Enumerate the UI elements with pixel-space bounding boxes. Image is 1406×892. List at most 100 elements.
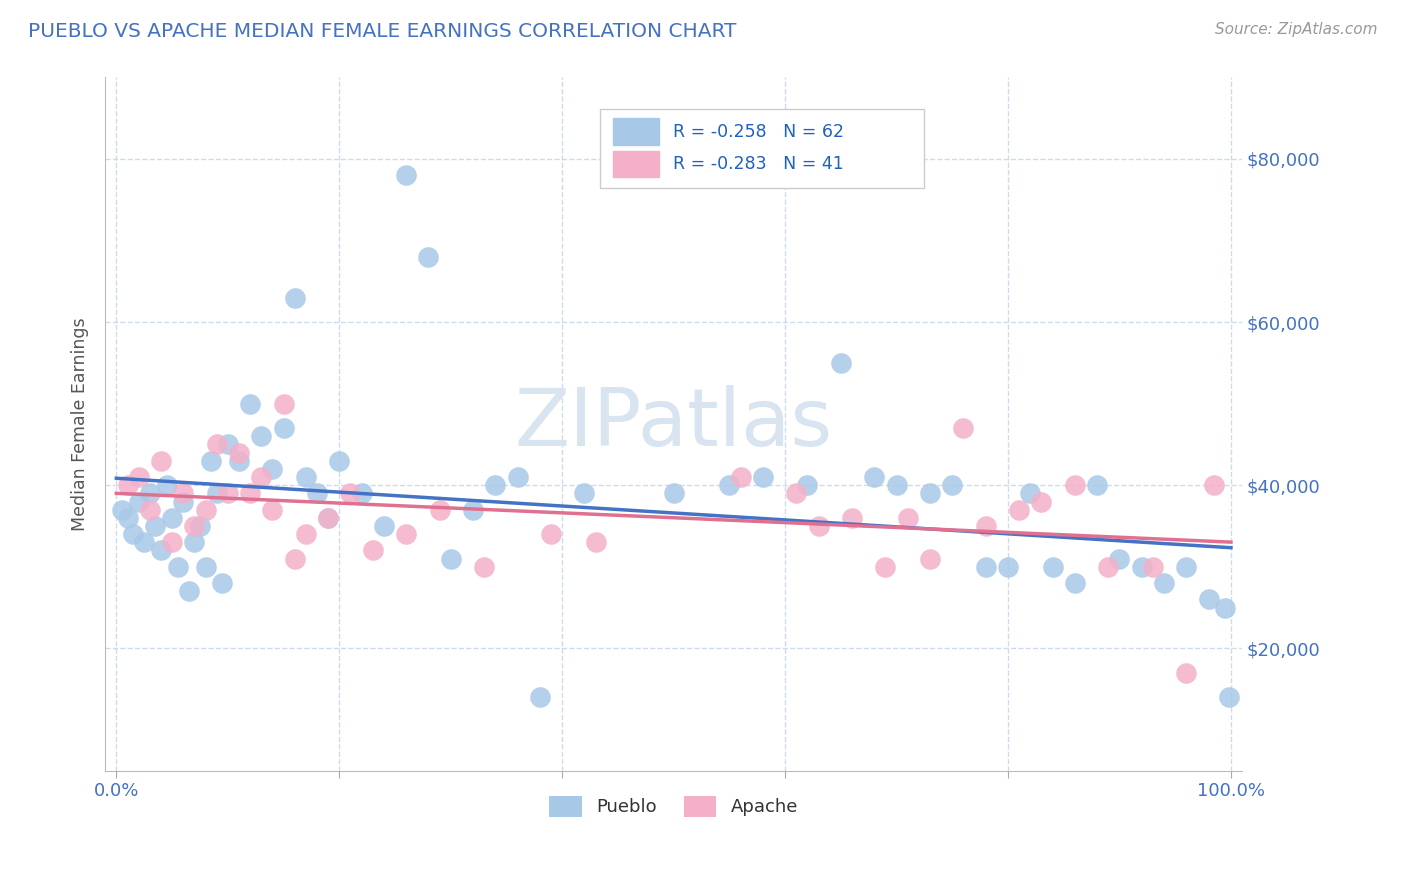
Point bbox=[1064, 576, 1087, 591]
Point bbox=[585, 535, 607, 549]
Point bbox=[1064, 478, 1087, 492]
Point bbox=[875, 559, 897, 574]
Point bbox=[194, 559, 217, 574]
Point bbox=[952, 421, 974, 435]
Point bbox=[172, 486, 194, 500]
Point bbox=[217, 437, 239, 451]
Point bbox=[239, 486, 262, 500]
Point bbox=[273, 397, 295, 411]
Point bbox=[160, 535, 183, 549]
Point bbox=[155, 478, 177, 492]
Point bbox=[1108, 551, 1130, 566]
Point bbox=[117, 478, 139, 492]
Point bbox=[662, 486, 685, 500]
Point bbox=[205, 486, 228, 500]
Point bbox=[128, 470, 150, 484]
Point bbox=[997, 559, 1019, 574]
Point bbox=[160, 511, 183, 525]
Point bbox=[316, 511, 339, 525]
Point bbox=[1198, 592, 1220, 607]
Point bbox=[1042, 559, 1064, 574]
Point bbox=[897, 511, 920, 525]
Point bbox=[1218, 690, 1240, 705]
Point bbox=[284, 551, 307, 566]
Point bbox=[429, 502, 451, 516]
Point bbox=[188, 519, 211, 533]
Point bbox=[863, 470, 886, 484]
Point bbox=[228, 445, 250, 459]
Point bbox=[177, 584, 200, 599]
Point bbox=[540, 527, 562, 541]
Point bbox=[1142, 559, 1164, 574]
Point bbox=[730, 470, 752, 484]
Point bbox=[166, 559, 188, 574]
Point bbox=[217, 486, 239, 500]
Point bbox=[395, 169, 418, 183]
Point bbox=[418, 250, 440, 264]
Point bbox=[139, 502, 162, 516]
Point bbox=[295, 527, 318, 541]
Point bbox=[506, 470, 529, 484]
Point bbox=[284, 291, 307, 305]
Bar bbox=[613, 151, 659, 178]
FancyBboxPatch shape bbox=[600, 109, 924, 188]
Text: ZIPatlas: ZIPatlas bbox=[515, 385, 832, 463]
Point bbox=[785, 486, 807, 500]
Point bbox=[1008, 502, 1031, 516]
Point bbox=[228, 454, 250, 468]
Point bbox=[305, 486, 328, 500]
Point bbox=[395, 527, 418, 541]
Text: Source: ZipAtlas.com: Source: ZipAtlas.com bbox=[1215, 22, 1378, 37]
Point bbox=[974, 519, 997, 533]
Point bbox=[918, 486, 941, 500]
Point bbox=[205, 437, 228, 451]
Point bbox=[830, 356, 852, 370]
Point bbox=[194, 502, 217, 516]
Point bbox=[461, 502, 484, 516]
Text: R = -0.258   N = 62: R = -0.258 N = 62 bbox=[672, 122, 844, 141]
Point bbox=[172, 494, 194, 508]
Point bbox=[183, 535, 205, 549]
Text: R = -0.283   N = 41: R = -0.283 N = 41 bbox=[672, 155, 844, 173]
Point bbox=[328, 454, 350, 468]
Point bbox=[1085, 478, 1108, 492]
Point bbox=[149, 454, 172, 468]
Point bbox=[1215, 600, 1237, 615]
Point bbox=[472, 559, 495, 574]
Point bbox=[111, 502, 134, 516]
Point bbox=[752, 470, 775, 484]
Point bbox=[1097, 559, 1119, 574]
Point bbox=[373, 519, 395, 533]
Point bbox=[122, 527, 145, 541]
Point bbox=[350, 486, 373, 500]
Point bbox=[262, 502, 284, 516]
Point bbox=[718, 478, 741, 492]
Point bbox=[134, 535, 156, 549]
Point bbox=[295, 470, 318, 484]
Point bbox=[316, 511, 339, 525]
Point bbox=[183, 519, 205, 533]
Point bbox=[262, 462, 284, 476]
Point bbox=[1031, 494, 1053, 508]
Point bbox=[211, 576, 233, 591]
Point bbox=[339, 486, 361, 500]
Y-axis label: Median Female Earnings: Median Female Earnings bbox=[72, 318, 89, 531]
Point bbox=[529, 690, 551, 705]
Point bbox=[1175, 559, 1198, 574]
Point bbox=[200, 454, 222, 468]
Bar bbox=[613, 119, 659, 145]
Point bbox=[841, 511, 863, 525]
Point bbox=[941, 478, 963, 492]
Point bbox=[128, 494, 150, 508]
Point bbox=[117, 511, 139, 525]
Point bbox=[361, 543, 384, 558]
Point bbox=[1019, 486, 1042, 500]
Point bbox=[139, 486, 162, 500]
Point bbox=[149, 543, 172, 558]
Point bbox=[807, 519, 830, 533]
Point bbox=[574, 486, 596, 500]
Legend: Pueblo, Apache: Pueblo, Apache bbox=[541, 789, 806, 824]
Point bbox=[918, 551, 941, 566]
Point bbox=[1204, 478, 1226, 492]
Point bbox=[1175, 665, 1198, 680]
